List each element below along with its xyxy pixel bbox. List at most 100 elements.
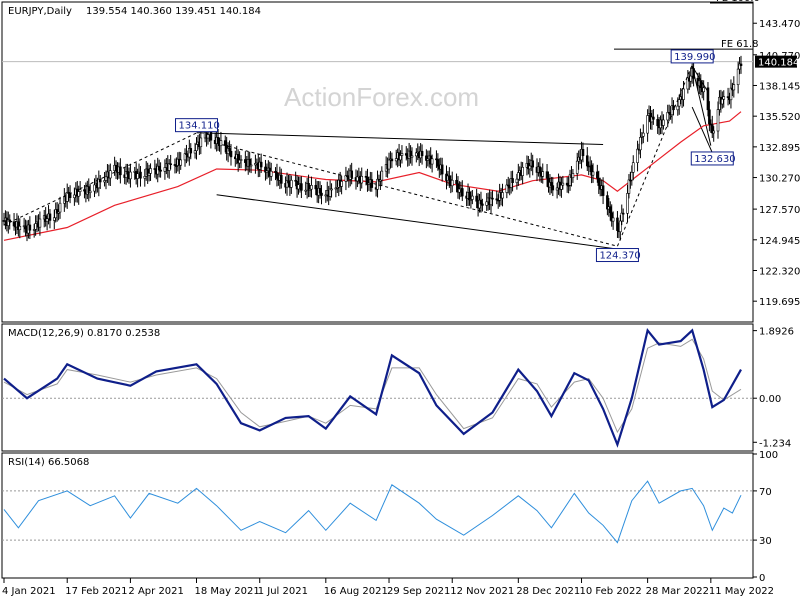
candle-body	[591, 171, 595, 176]
rsi-panel: RSI(14) 66.5068 100 70 30 0	[1, 450, 778, 584]
macd-y-axis: 1.8926 0.00 -1.234	[753, 327, 794, 449]
candle-body	[229, 150, 233, 158]
y-tick-label: 70	[759, 487, 772, 498]
candle-body	[370, 179, 374, 188]
candle-body	[330, 188, 333, 191]
y-tick-label: 135.520	[759, 112, 800, 123]
candle-body	[104, 176, 108, 181]
candle-body	[169, 163, 172, 166]
candle-body	[163, 167, 167, 172]
candle-body	[179, 159, 183, 166]
price-annotation-box	[175, 118, 219, 133]
candle-body	[581, 149, 585, 157]
macd-title: MACD(12,26,9) 0.8170 0.2538	[8, 328, 160, 339]
y-tick-label: 132.895	[759, 143, 800, 154]
candle-body	[159, 169, 162, 172]
candle-body	[597, 177, 601, 186]
candle-body	[275, 172, 279, 179]
rsi-title: RSI(14) 66.5068	[8, 457, 89, 468]
ohlc-header: 139.554 140.360 139.451 140.184	[86, 6, 261, 17]
candle-body	[139, 171, 142, 179]
candle-body	[561, 182, 565, 186]
candle-body	[340, 181, 343, 187]
trendline	[216, 194, 640, 253]
candle-body	[455, 179, 458, 184]
candle-body	[608, 206, 612, 214]
y-tick-label: 124.945	[759, 236, 800, 247]
candle-body	[394, 158, 398, 162]
candle-body	[560, 184, 563, 190]
last-price-label: 140.184	[758, 58, 799, 69]
x-tick-label: 4 Jan 2021	[2, 586, 56, 597]
candle-body	[12, 221, 16, 227]
y-tick-label: 100	[759, 450, 778, 461]
candle-body	[38, 218, 42, 228]
candle-body	[475, 195, 478, 202]
x-tick-label: 11 May 2022	[709, 586, 774, 597]
candle-body	[199, 137, 203, 148]
candle-body	[692, 68, 695, 79]
y-tick-label: 1.8926	[759, 327, 794, 338]
candle-body	[716, 109, 720, 132]
candle-body	[511, 178, 514, 183]
candle-body	[58, 202, 62, 213]
candle-body	[93, 184, 96, 192]
candle-body	[119, 166, 122, 176]
candle-body	[136, 173, 139, 179]
candle-body	[98, 178, 102, 183]
candle-body	[630, 171, 634, 181]
trendline	[3, 131, 200, 226]
candle-body	[52, 217, 56, 221]
y-tick-label: -1.234	[759, 438, 791, 449]
y-tick-label: 119.695	[759, 297, 800, 308]
rsi-panel-frame	[1, 452, 754, 579]
candle-body	[249, 164, 253, 167]
candle-body	[639, 136, 642, 151]
candle-body	[555, 187, 559, 191]
y-tick-label: 138.145	[759, 81, 800, 92]
candle-body	[209, 131, 213, 141]
candle-body	[596, 171, 599, 179]
candle-body	[481, 203, 484, 206]
candle-body	[545, 171, 549, 179]
x-tick-label: 16 Aug 2021	[324, 586, 388, 597]
price-annotation-label: 139.990	[674, 52, 715, 63]
candle-body	[732, 84, 736, 91]
candle-body	[228, 148, 231, 152]
candle-body	[736, 68, 740, 85]
candle-body	[448, 175, 451, 181]
trendline	[196, 132, 604, 145]
y-tick-label: 130.270	[759, 174, 800, 185]
candle-body	[611, 217, 615, 222]
candle-body	[45, 218, 49, 222]
candle-body	[627, 179, 631, 194]
candle-body	[18, 226, 22, 231]
candle-body	[708, 109, 711, 125]
candle-body	[619, 220, 622, 233]
trendline	[691, 66, 712, 146]
candle-body	[300, 183, 303, 191]
candle-body	[387, 159, 391, 170]
candle-body	[571, 173, 575, 179]
x-tick-label: 28 Dec 2021	[516, 586, 580, 597]
candle-body	[149, 168, 152, 174]
candle-body	[471, 195, 474, 200]
y-tick-label: 127.570	[759, 205, 800, 216]
x-tick-label: 29 Sep 2021	[387, 586, 450, 597]
candle-body	[672, 105, 675, 111]
candle-body	[626, 193, 629, 214]
candle-body	[8, 219, 12, 223]
candle-body	[528, 165, 532, 170]
macd-panel: MACD(12,26,9) 0.8170 0.2538 1.8926 0.00 -1…	[1, 323, 794, 452]
trendline	[216, 142, 618, 247]
price-title: EURJPY,Daily	[8, 6, 72, 17]
candle-body	[642, 132, 645, 137]
price-annotation-label: 132.630	[694, 154, 735, 165]
candle-body	[739, 63, 743, 66]
candle-body	[320, 192, 323, 196]
candle-body	[77, 191, 81, 197]
price-annotations: 134.110 124.370 139.990 132.630	[175, 49, 736, 263]
candle-body	[440, 164, 444, 175]
candle-body	[269, 170, 273, 177]
candle-body	[616, 217, 619, 231]
